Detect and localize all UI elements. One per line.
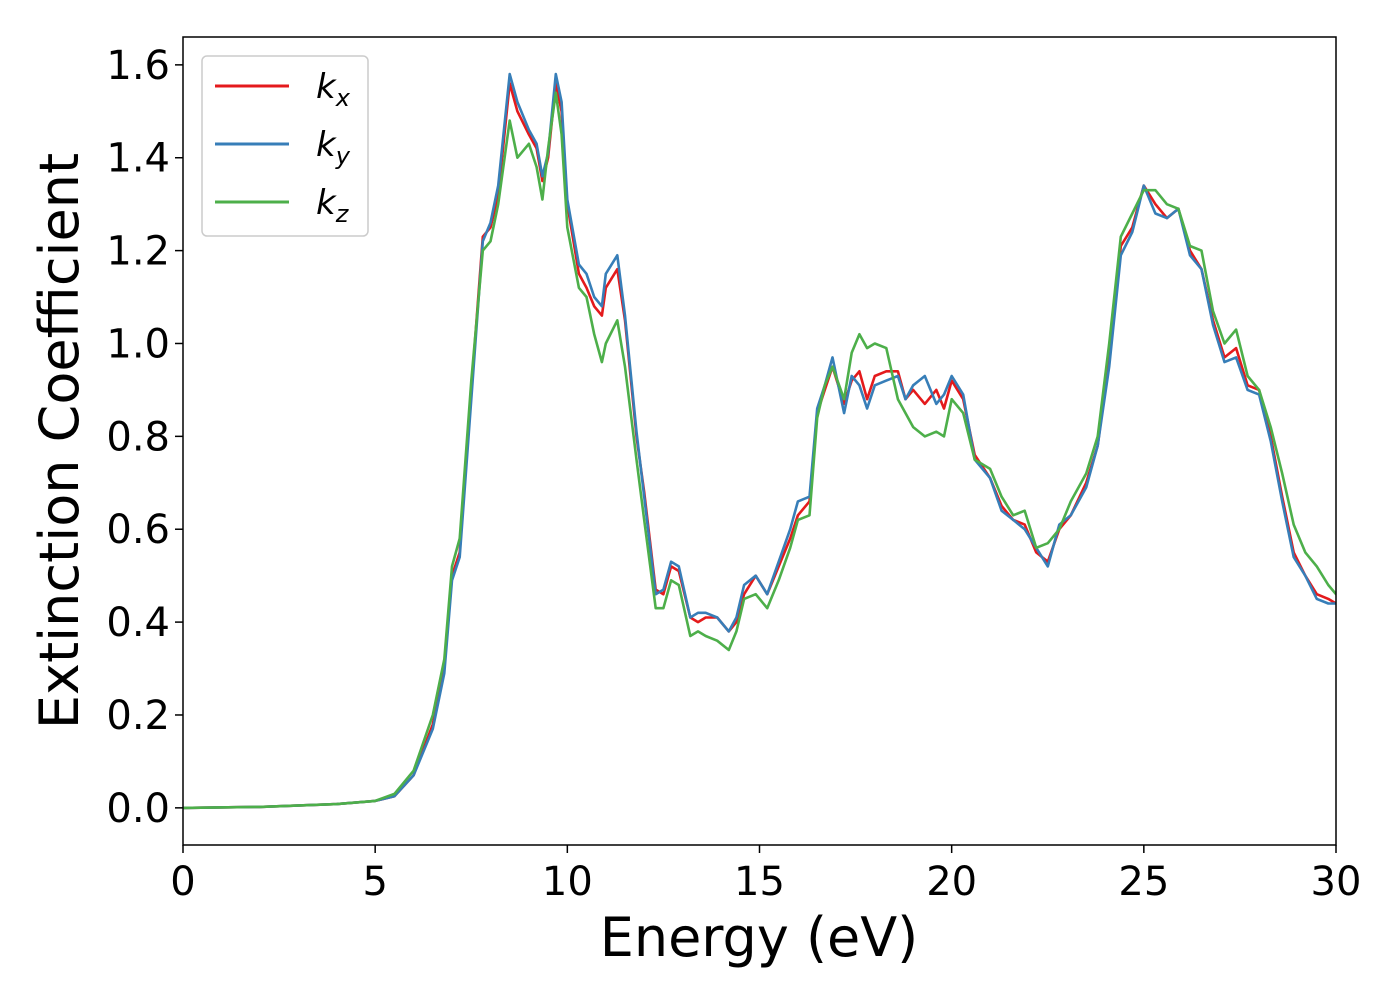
y-tick-label: 0.2 (106, 693, 170, 739)
y-axis-title: Extinction Coefficient (28, 153, 91, 729)
y-tick-label: 1.4 (106, 136, 170, 182)
y-tick-label: 0.6 (106, 507, 170, 553)
legend-label-kz: kz (316, 183, 350, 228)
x-tick-label: 15 (734, 859, 785, 905)
y-tick-label: 1.6 (106, 43, 170, 89)
legend-label-ky: ky (316, 125, 351, 170)
legend-label-subscript: z (335, 200, 350, 228)
legend-label-base: k (316, 183, 337, 223)
y-tick-label: 0.0 (106, 786, 170, 832)
x-tick-label: 30 (1311, 859, 1362, 905)
legend-label-subscript: x (335, 84, 351, 112)
y-tick-label: 0.4 (106, 600, 170, 646)
y-tick-label: 1.0 (106, 321, 170, 367)
series-layer (183, 72, 1336, 810)
legend-label-base: k (316, 67, 337, 107)
y-tick-label: 1.2 (106, 229, 170, 275)
x-axis: 0 5 10 15 20 25 30 (170, 845, 1361, 905)
series-line-kz (183, 91, 1336, 810)
x-axis-title: Energy (eV) (600, 906, 919, 969)
legend-label-kx: kx (316, 67, 351, 112)
x-tick-label: 5 (362, 859, 387, 905)
y-axis: 0.0 0.2 0.4 0.6 0.8 1.0 1.2 1.4 1.6 (106, 43, 183, 832)
legend-label-base: k (316, 125, 337, 165)
x-tick-label: 20 (926, 859, 977, 905)
legend-label-subscript: y (335, 142, 351, 170)
legend-box (201, 55, 369, 237)
x-tick-label: 0 (170, 859, 195, 905)
y-tick-label: 0.8 (106, 414, 170, 460)
x-tick-label: 25 (1118, 859, 1169, 905)
x-tick-label: 10 (542, 859, 593, 905)
